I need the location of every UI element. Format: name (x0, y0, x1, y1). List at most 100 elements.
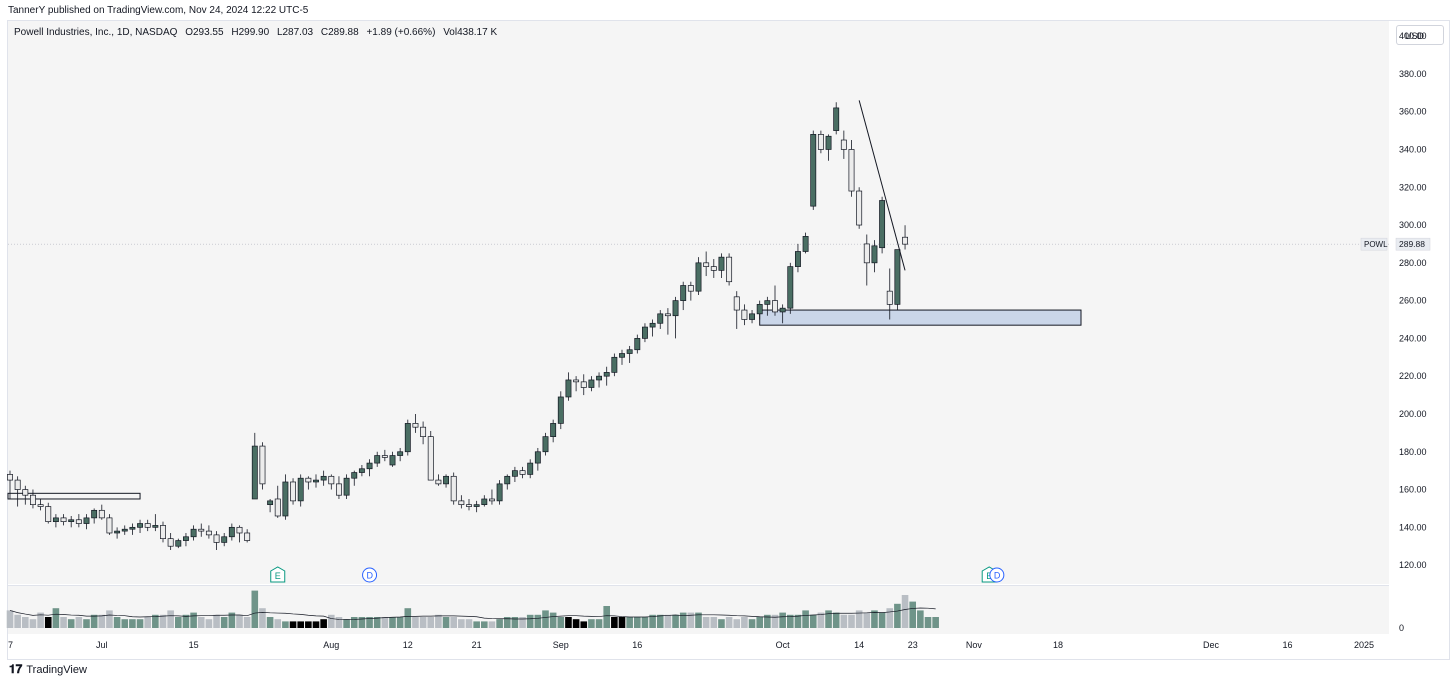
volume-bar (787, 614, 794, 628)
candle-body (489, 498, 495, 502)
support-zone (759, 309, 1082, 326)
candle-body (251, 445, 258, 500)
candle-body (496, 483, 503, 502)
x-tick-label: 2025 (1354, 640, 1374, 650)
volume-bar (572, 619, 580, 628)
candle-body (710, 266, 717, 271)
volume-bar (129, 619, 136, 628)
volume-bar (886, 608, 894, 628)
dividend-marker-icon (362, 567, 378, 583)
candle-body (83, 517, 90, 524)
price-pane[interactable] (8, 21, 1389, 584)
x-tick-label: Nov (966, 640, 983, 650)
candle-body (60, 517, 67, 523)
candle-body (336, 483, 342, 496)
volume-bar (932, 617, 939, 628)
volume-average-line (9, 607, 936, 620)
x-tick-label: 15 (189, 640, 199, 650)
candle-body (412, 423, 419, 428)
candle-body (802, 236, 809, 252)
y-tick-label: 140.00 (1399, 522, 1427, 532)
candle-body (810, 134, 817, 207)
volume-bar (320, 619, 327, 628)
candle-body (137, 523, 143, 528)
candle-body (30, 494, 36, 506)
volume-bar (710, 617, 718, 628)
volume-bar (542, 610, 549, 628)
candle-body (726, 256, 733, 283)
volume-bar (358, 617, 366, 628)
candle-body (565, 379, 572, 398)
candle-body (282, 481, 289, 517)
volume-bar (404, 608, 412, 628)
candle-body (450, 475, 457, 502)
candle-body (672, 300, 679, 317)
volume-bar (580, 621, 588, 628)
volume-bar (450, 617, 457, 628)
legend-low: L287.03 (276, 27, 314, 38)
x-tick-label: Aug (323, 640, 339, 650)
candle-body (902, 236, 909, 245)
candle-body (657, 313, 664, 324)
volume-bar (297, 621, 304, 628)
y-tick-label: 220.00 (1399, 371, 1427, 381)
candle-body (443, 475, 450, 485)
legend-close: C289.88 (320, 27, 359, 38)
trend-line (858, 100, 906, 271)
y-tick-label: 180.00 (1399, 447, 1427, 457)
volume-bar (305, 621, 312, 628)
candle-body (481, 498, 488, 506)
price-tag-value: 289.88 (1399, 239, 1425, 249)
volume-bar (565, 617, 572, 628)
volume-bar (664, 614, 672, 628)
volume-bar (771, 614, 779, 628)
y-tick-label: 260.00 (1399, 296, 1427, 306)
candle-body (228, 526, 235, 538)
candle-body (871, 245, 878, 264)
volume-bar (83, 619, 90, 628)
candle-body (733, 296, 740, 311)
volume-bar (809, 614, 817, 628)
y-tick-label: 300.00 (1399, 220, 1427, 230)
y-tick-label: 400.00 (1399, 31, 1427, 41)
volume-bar (243, 617, 251, 628)
tradingview-brand[interactable]: 𝟏𝟕 TradingView (9, 662, 87, 677)
volume-bar (817, 612, 825, 628)
volume-bar (725, 617, 733, 628)
candle-body (313, 479, 319, 483)
candle-body (794, 251, 801, 267)
volume-bar (144, 617, 151, 628)
candle-body (14, 479, 21, 490)
volume-bar (396, 617, 404, 628)
candle-body (152, 525, 159, 528)
currency-button[interactable]: USD (1396, 25, 1444, 45)
legend-high: H299.90 (231, 27, 270, 38)
candle-body (856, 190, 863, 226)
candle-body (320, 475, 327, 481)
volume-bar (14, 614, 21, 628)
candle-body (37, 504, 44, 507)
candle-body (772, 300, 778, 313)
volume-bar (917, 610, 924, 628)
x-tick-label: 16 (1283, 640, 1293, 650)
volume-bar (289, 621, 297, 628)
volume-bar (549, 612, 557, 628)
ohlc-legend: Powell Industries, Inc., 1D, NASDAQ O293… (14, 27, 502, 38)
volume-bar (366, 617, 373, 628)
candle-body (221, 536, 228, 543)
candle-body (749, 313, 756, 320)
volume-bar (350, 617, 358, 628)
volume-bar (197, 617, 205, 628)
earnings-marker-icon (270, 566, 286, 583)
publish-info: TannerY published on TradingView.com, No… (8, 5, 309, 16)
candle-body (573, 379, 580, 383)
candle-body (894, 249, 901, 305)
legend-volume: Vol438.17 K (443, 27, 498, 38)
candle-body (466, 504, 472, 507)
candle-body (611, 356, 618, 373)
candle-body (183, 536, 189, 541)
volume-bar (113, 617, 121, 628)
volume-bar (236, 614, 243, 628)
volume-bar (175, 617, 182, 628)
candle-body (68, 519, 75, 523)
